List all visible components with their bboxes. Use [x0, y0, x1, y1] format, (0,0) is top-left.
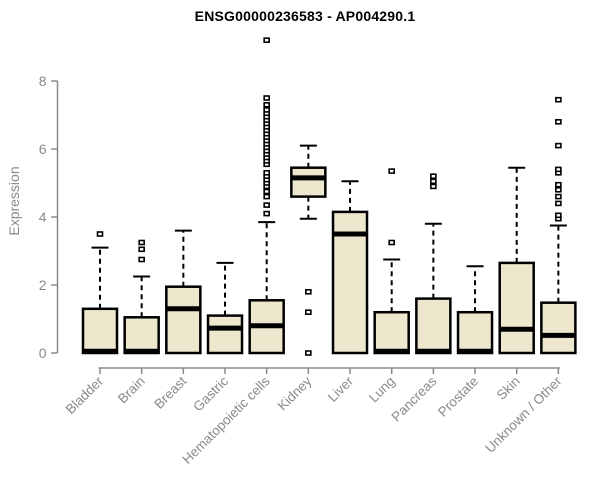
outlier-point: [263, 188, 270, 195]
boxplot-breast: [165, 229, 202, 355]
chart-title: ENSG00000236583 - AP004290.1: [194, 8, 416, 24]
outlier-point: [263, 95, 270, 101]
x-tick-label-breast: Breast: [151, 373, 189, 411]
y-tick-label: 4: [39, 209, 47, 225]
x-tick-label-gastric: Gastric: [190, 373, 231, 414]
outlier-point: [263, 193, 270, 200]
outlier-point: [388, 168, 395, 174]
outlier-point: [263, 107, 270, 113]
outlier-point: [263, 37, 270, 44]
x-tick-label-brain: Brain: [115, 374, 148, 407]
outlier-point: [263, 202, 270, 208]
outlier-point: [138, 246, 145, 253]
outlier-point: [555, 200, 562, 207]
iqr-box: [498, 261, 535, 355]
y-tick-label: 8: [39, 73, 47, 89]
x-tick-label-lung: Lung: [366, 374, 398, 406]
outlier-point: [555, 119, 562, 125]
x-tick-label-bladder: Bladder: [63, 373, 107, 417]
boxplot-bladder: [81, 231, 119, 355]
x-tick-label-skin: Skin: [494, 374, 523, 403]
outlier-point: [555, 187, 562, 193]
iqr-box: [540, 301, 577, 355]
iqr-box: [456, 310, 494, 355]
outlier-point: [555, 212, 562, 219]
boxplot-lung: [373, 168, 410, 355]
outlier-point: [138, 256, 145, 263]
x-tick-label-unknown-other: Unknown / Other: [482, 373, 565, 456]
boxplot-skin: [498, 166, 535, 355]
outlier-point: [263, 102, 270, 108]
iqr-box: [123, 316, 160, 355]
x-tick-label-prostate: Prostate: [435, 374, 481, 420]
x-tick-label-pancreas: Pancreas: [389, 373, 440, 424]
outlier-point: [263, 210, 270, 217]
iqr-box: [81, 307, 119, 355]
y-tick-label: 0: [39, 345, 47, 361]
outlier-point: [555, 142, 562, 149]
outlier-point: [305, 288, 312, 295]
boxplot-gastric: [206, 261, 244, 355]
boxplot-prostate: [456, 265, 494, 355]
outlier-point: [263, 170, 270, 176]
y-axis: 0 2 4 6 8: [39, 73, 59, 361]
outlier-point: [305, 350, 312, 356]
outlier-point: [138, 239, 145, 246]
boxplot-brain: [123, 239, 160, 355]
outlier-point: [430, 178, 437, 185]
iqr-box: [165, 285, 202, 355]
boxplot-unknown-other: [540, 96, 577, 355]
y-tick-label: 2: [39, 277, 47, 293]
y-tick-label: 6: [39, 141, 47, 157]
outlier-point: [555, 181, 562, 188]
x-tick-label-kidney: Kidney: [275, 373, 315, 413]
outlier-point: [555, 96, 562, 103]
outlier-point: [305, 309, 312, 316]
outlier-point: [96, 231, 104, 237]
outlier-point: [555, 193, 562, 200]
iqr-box: [290, 166, 327, 198]
outlier-point: [430, 173, 437, 179]
x-tick-label-liver: Liver: [325, 373, 357, 405]
iqr-box: [206, 314, 244, 355]
outlier-point: [555, 166, 562, 173]
boxplot-pancreas: [415, 173, 452, 355]
iqr-box: [415, 297, 452, 355]
outlier-point: [430, 183, 437, 190]
boxplot-hematopoietic-cells: [248, 37, 285, 355]
outlier-point: [388, 239, 395, 246]
boxplot-kidney: [290, 144, 327, 356]
boxplot-liver: [331, 180, 369, 355]
iqr-box: [373, 310, 410, 355]
